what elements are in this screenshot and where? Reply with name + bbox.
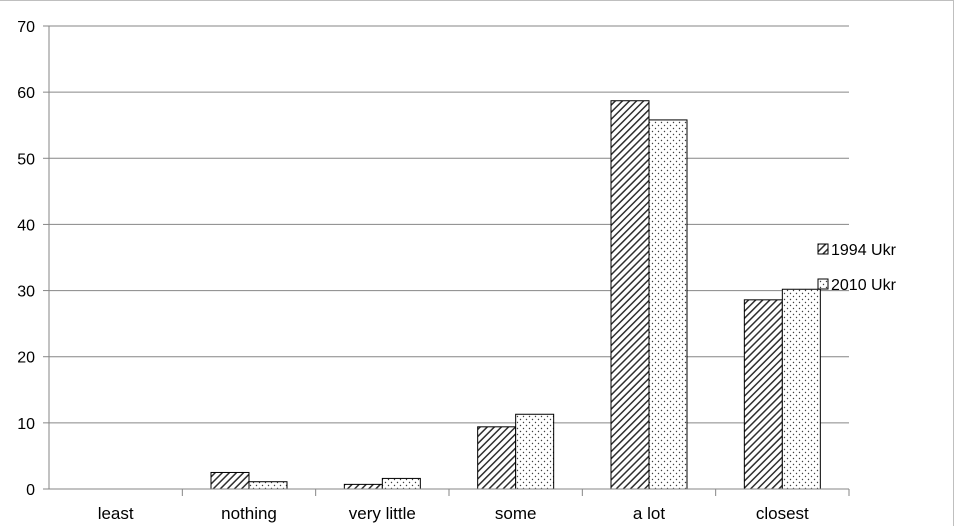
bar-series1 [210,471,250,490]
bar-series1 [610,100,650,490]
y-tick-label: 0 [26,482,35,499]
x-tick-label: least [98,504,134,523]
legend-label: 1994 Ukr [831,242,897,259]
x-tick-label: nothing [221,504,277,523]
legend-swatch [817,243,829,255]
x-tick-labels: least nothing very little some a lot closest [98,504,809,523]
y-tick-label: 60 [17,85,35,102]
bar-series2 [515,413,555,490]
legend-swatch [817,278,829,290]
y-tick-labels: 0 10 20 30 40 50 60 70 [17,19,35,499]
bar-series2 [248,481,288,490]
bar-series2 [781,288,821,490]
y-tick-label: 10 [17,416,35,433]
x-tick-label: a lot [633,504,665,523]
bars [210,100,821,490]
x-tick-label: very little [349,504,416,523]
bar-series1 [477,426,517,490]
x-tick-label: some [495,504,537,523]
y-tick-label: 70 [17,19,35,36]
bar-series1 [343,483,383,490]
bar-series1 [743,299,783,490]
legend-label: 2010 Ukr [831,277,897,294]
y-tick-label: 30 [17,284,35,301]
axes [43,25,850,496]
y-tick-label: 50 [17,151,35,168]
legend: 1994 Ukr 2010 Ukr [817,242,897,294]
gridlines [49,25,849,424]
bar-series2 [648,119,688,490]
x-tick-label: closest [756,504,809,523]
y-tick-label: 20 [17,350,35,367]
bar-series2 [381,477,421,490]
y-tick-label: 40 [17,217,35,234]
